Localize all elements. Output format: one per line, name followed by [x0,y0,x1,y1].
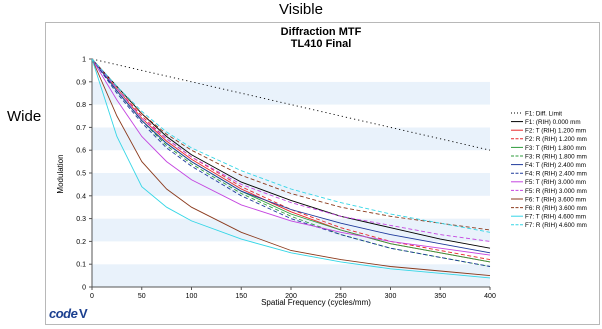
x-tick-label: 0 [90,293,94,300]
codev-logo: code V [49,306,88,321]
legend-label: F7: R (RIH) 4.600 mm [525,222,587,229]
y-tick-label: 0.6 [76,148,86,155]
series-line [91,58,491,277]
legend-label: F3: T (RIH) 1.800 mm [525,145,586,152]
legend-label: F1: Diff. Limit [525,110,562,117]
x-tick-label: 400 [484,293,496,300]
series-line [91,58,491,254]
chart-title: Diffraction MTF [281,26,362,38]
series-line [91,58,491,261]
grid-band [92,59,490,82]
x-tick-label: 300 [385,293,397,300]
legend-label: F6: R (RIH) 3.600 mm [525,205,587,212]
x-tick-label: 100 [186,293,198,300]
legend-label: F3: R (RIH) 1.800 mm [525,153,587,160]
y-tick-label: 0.3 [76,216,86,223]
legend-label: F1: (RIH) 0.000 mm [525,119,581,126]
legend-label: F5: R (RIH) 3.000 mm [525,188,587,195]
y-tick-label: 0.9 [76,79,86,86]
y-tick-label: 0.4 [76,193,86,200]
mtf-chart: Diffraction MTF TL410 Final 0 50 100 150 200… [49,26,587,321]
image-title: Visible [279,1,323,18]
chart-panel: Diffraction MTF TL410 Final 0 50 100 150 200… [45,22,600,325]
series-lines [91,58,491,279]
x-tick-label: 350 [434,293,446,300]
grid-band [92,264,490,287]
logo-mark: V [79,306,88,321]
series-line [91,58,491,231]
logo-text: code [49,306,78,321]
y-tick-label: 0.1 [76,262,86,269]
grid-band [92,195,490,219]
y-tick-label: 0.5 [76,171,86,178]
x-tick-label: 150 [235,293,247,300]
grid-band [92,127,490,151]
x-tick-label: 200 [285,293,297,300]
grid-band [92,104,490,128]
legend-label: F2: T (RIH) 1.200 mm [525,128,586,135]
chart-subtitle: TL410 Final [291,38,352,50]
x-tick-label: 250 [335,293,347,300]
y-axis-label: Modulation [56,154,65,193]
x-tick-label: 50 [138,293,146,300]
y-tick-label: 1 [82,57,86,64]
legend-label: F6: T (RIH) 3.600 mm [525,196,586,203]
tick-labels: 0 50 100 150 200 250 300 350 400 0 0.1 0.2 0.3 0.4 0.5… [76,57,496,301]
y-tick-label: 0.8 [76,102,86,109]
y-tick-label: 0 [82,285,86,292]
grid-band [92,173,490,196]
series-line [91,58,491,279]
series-line [91,58,491,256]
row-label: Wide [7,108,42,125]
series-line [91,58,491,242]
y-tick-label: 0.7 [76,125,86,132]
grid-band [92,150,490,173]
legend-label: F5: T (RIH) 3.000 mm [525,179,586,186]
legend-label: F4: T (RIH) 2.400 mm [525,162,586,169]
y-tick-label: 0.2 [76,239,86,246]
grid-band [92,218,490,242]
series-line [91,58,491,233]
legend: F1: Diff. Limit F1: (RIH) 0.000 mm F2: T (… [511,110,587,229]
legend-label: F7: T (RIH) 4.600 mm [525,214,586,221]
series-line [91,58,491,267]
x-axis-label: Spatial Frequency (cycles/mm) [261,298,371,307]
legend-label: F4: R (RIH) 2.400 mm [525,171,587,178]
grid-band [92,81,490,105]
grid-bands [92,59,490,287]
series-line [91,58,491,151]
legend-label: F2: R (RIH) 1.200 mm [525,136,587,143]
